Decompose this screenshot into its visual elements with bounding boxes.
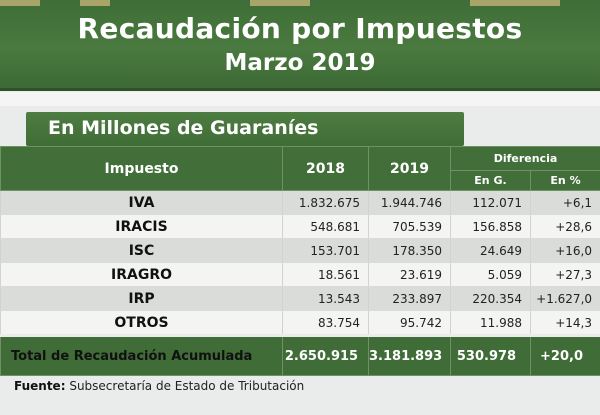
header-difference: Diferencia — [449, 146, 600, 171]
row-diff-pct: +14,3 — [529, 310, 600, 336]
header-diff-pct: En % — [529, 170, 600, 191]
row-value-2018: 13.543 — [282, 286, 369, 311]
row-tax-name: IVA — [0, 190, 283, 215]
banner-decoration — [470, 0, 560, 6]
table-row: IRAGRO 18.561 23.619 5.059 +27,3 — [0, 262, 600, 287]
row-diff-g: 112.071 — [450, 190, 531, 215]
total-diff-pct: +20,0 — [529, 334, 600, 376]
row-value-2018: 1.832.675 — [282, 190, 369, 215]
row-diff-pct: +1.627,0 — [529, 286, 600, 311]
source-text: Subsecretaría de Estado de Tributación — [69, 379, 305, 393]
row-diff-pct: +16,0 — [529, 238, 600, 263]
row-tax-name: IRP — [0, 286, 283, 311]
banner-decoration — [0, 0, 40, 6]
units-tab: En Millones de Guaraníes — [26, 112, 464, 146]
total-label: Total de Recaudación Acumulada — [0, 334, 283, 376]
tax-table: Impuesto 2018 2019 Diferencia En G. En %… — [0, 146, 600, 376]
row-value-2019: 705.539 — [368, 214, 451, 239]
row-diff-g: 5.059 — [450, 262, 531, 287]
total-value-2019: 3.181.893 — [368, 334, 451, 376]
row-value-2018: 548.681 — [282, 214, 369, 239]
row-value-2019: 23.619 — [368, 262, 451, 287]
row-diff-pct: +27,3 — [529, 262, 600, 287]
header-diff-g: En G. — [450, 170, 531, 191]
row-value-2019: 1.944.746 — [368, 190, 451, 215]
table-row: IRACIS 548.681 705.539 156.858 +28,6 — [0, 214, 600, 239]
table-row: ISC 153.701 178.350 24.649 +16,0 — [0, 238, 600, 263]
divider-band — [0, 92, 600, 106]
total-value-2018: 2.650.915 — [282, 334, 369, 376]
row-value-2019: 233.897 — [368, 286, 451, 311]
row-diff-g: 24.649 — [450, 238, 531, 263]
page-subtitle: Marzo 2019 — [224, 50, 376, 76]
row-value-2019: 178.350 — [368, 238, 451, 263]
banner-decoration — [250, 0, 310, 6]
title-banner: Recaudación por Impuestos Marzo 2019 — [0, 0, 600, 91]
page-title: Recaudación por Impuestos — [77, 12, 523, 45]
row-tax-name: IRAGRO — [0, 262, 283, 287]
row-value-2019: 95.742 — [368, 310, 451, 336]
table-row: IRP 13.543 233.897 220.354 +1.627,0 — [0, 286, 600, 311]
units-label: En Millones de Guaraníes — [48, 117, 319, 139]
row-diff-g: 156.858 — [450, 214, 531, 239]
row-diff-g: 220.354 — [450, 286, 531, 311]
banner-decoration — [80, 0, 110, 6]
row-value-2018: 83.754 — [282, 310, 369, 336]
header-2018: 2018 — [282, 146, 369, 191]
header-tax: Impuesto — [0, 146, 283, 191]
row-value-2018: 153.701 — [282, 238, 369, 263]
row-diff-pct: +6,1 — [529, 190, 600, 215]
row-tax-name: ISC — [0, 238, 283, 263]
row-tax-name: IRACIS — [0, 214, 283, 239]
total-row: Total de Recaudación Acumulada 2.650.915… — [0, 334, 600, 376]
header-2019: 2019 — [368, 146, 451, 191]
row-value-2018: 18.561 — [282, 262, 369, 287]
table-row: OTROS 83.754 95.742 11.988 +14,3 — [0, 310, 600, 336]
total-diff-g: 530.978 — [450, 334, 531, 376]
row-tax-name: OTROS — [0, 310, 283, 336]
source-note: Fuente: Subsecretaría de Estado de Tribu… — [14, 379, 304, 393]
table-row: IVA 1.832.675 1.944.746 112.071 +6,1 — [0, 190, 600, 215]
source-label: Fuente: — [14, 379, 66, 393]
row-diff-g: 11.988 — [450, 310, 531, 336]
row-diff-pct: +28,6 — [529, 214, 600, 239]
